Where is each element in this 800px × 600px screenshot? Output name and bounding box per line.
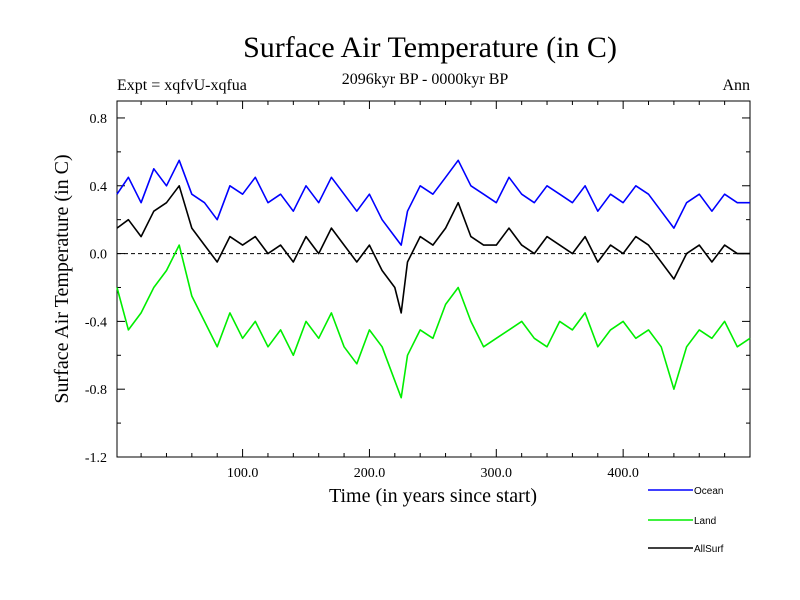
season-label: Ann xyxy=(722,77,750,94)
period-label: 2096kyr BP - 0000kyr BP xyxy=(342,71,509,88)
plot-area: 100.0 200.0 300.0 400.0 0.8 0.4 0.0 -0.4 -0.8 -1.… xyxy=(85,100,751,481)
y-axis-label: Surface Air Temperature (in C) xyxy=(51,154,73,403)
series-line-land xyxy=(116,244,751,399)
experiment-label: Expt = xqfvU-xqfua xyxy=(117,77,247,94)
x-tick-label: 300.0 xyxy=(481,466,513,481)
plot-frame xyxy=(116,100,751,458)
chart-title: Surface Air Temperature (in C) xyxy=(243,31,617,64)
x-tick-label: 400.0 xyxy=(607,466,639,481)
legend-label-land: Land xyxy=(694,516,716,527)
legend-label-ocean: Ocean xyxy=(694,486,723,497)
y-tick-label: -1.2 xyxy=(85,451,107,466)
x-tick-label: 100.0 xyxy=(227,466,259,481)
x-axis-label: Time (in years since start) xyxy=(329,485,537,507)
y-tick-label: 0.4 xyxy=(90,180,108,195)
legend: Ocean Land AllSurf xyxy=(648,486,724,555)
series-line-allsurf xyxy=(116,185,750,314)
y-tick-label: 0.8 xyxy=(90,112,108,127)
y-tick-label: 0.0 xyxy=(90,248,108,263)
y-tick-label: -0.4 xyxy=(85,315,107,330)
series-line-ocean xyxy=(116,159,750,246)
x-tick-label: 200.0 xyxy=(354,466,386,481)
legend-label-allsurf: AllSurf xyxy=(694,544,724,555)
y-tick-label: -0.8 xyxy=(85,383,107,398)
